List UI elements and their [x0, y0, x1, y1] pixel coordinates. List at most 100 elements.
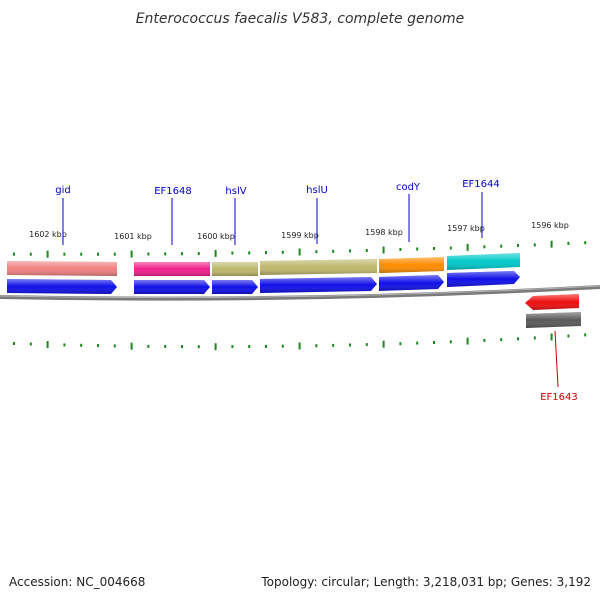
gene-label-ef1643: EF1643	[540, 392, 578, 403]
upper-scale-minor-tick	[567, 241, 570, 245]
gene-bars-forward	[7, 253, 520, 276]
lower-scale-major-tick	[214, 343, 217, 351]
lower-scale-minor-tick	[567, 334, 570, 338]
upper-tick-row	[13, 240, 587, 258]
lower-scale-minor-tick	[13, 342, 15, 345]
cds-arrows-forward	[7, 271, 520, 294]
upper-scale-minor-tick	[197, 252, 200, 256]
lower-scale-minor-tick	[248, 345, 251, 348]
gene-label-ef1648: EF1648	[154, 186, 192, 197]
cds-arrow-ef1648-shade	[134, 280, 210, 294]
lower-scale-minor-tick	[399, 342, 402, 346]
lower-scale-major-tick	[130, 342, 133, 350]
kbp-label-1599: 1599 kbp	[281, 231, 319, 240]
upper-scale-minor-tick	[248, 251, 251, 255]
lower-scale-major-tick	[46, 341, 49, 348]
genome-backbone-highlight	[0, 285, 600, 299]
upper-scale-minor-tick	[181, 252, 183, 256]
upper-scale-major-tick	[382, 246, 385, 254]
upper-scale-major-tick	[214, 249, 217, 257]
upper-scale-minor-tick	[231, 251, 234, 255]
upper-scale-minor-tick	[80, 252, 83, 256]
lower-scale-minor-tick	[80, 343, 83, 347]
cds-arrow-gid-shade	[7, 279, 117, 294]
lower-scale-minor-tick	[29, 342, 32, 346]
cds-arrow-cody-shade	[379, 275, 444, 291]
gene-bar-cody-shade	[379, 257, 444, 273]
gene-bar-ef1644-shade	[447, 253, 520, 270]
gene-label-hslu: hslU	[306, 185, 328, 196]
gene-label-hslv: hslV	[225, 186, 246, 197]
gene-bar-ef1648-shade	[134, 262, 210, 276]
lower-scale-minor-tick	[449, 340, 452, 344]
upper-scale-minor-tick	[113, 252, 116, 256]
lower-scale-minor-tick	[164, 345, 167, 348]
upper-scale-minor-tick	[584, 241, 587, 245]
lower-scale-minor-tick	[332, 343, 335, 347]
genome-summary: Topology: circular; Length: 3,218,031 bp…	[260, 575, 591, 589]
lower-scale-minor-tick	[231, 345, 234, 349]
gene-bar-gid-shade	[7, 261, 117, 276]
upper-scale-minor-tick	[315, 250, 318, 254]
upper-scale-minor-tick	[63, 252, 66, 256]
kbp-label-1600: 1600 kbp	[197, 232, 235, 241]
lower-scale-minor-tick	[265, 344, 267, 348]
lower-scale-major-tick	[298, 342, 301, 350]
upper-scale-minor-tick	[399, 248, 402, 251]
gene-bar-hslu-shade	[260, 259, 377, 275]
upper-scale-major-tick	[550, 240, 553, 248]
lower-scale-minor-tick	[63, 343, 66, 347]
gene-label-ef1644: EF1644	[462, 179, 500, 190]
reverse-strand-features: EF1643	[525, 294, 581, 403]
lower-scale-minor-tick	[97, 344, 99, 348]
lower-scale-minor-tick	[500, 338, 503, 342]
kbp-label-1597: 1597 kbp	[447, 224, 485, 233]
leader-ef1643	[554, 330, 559, 388]
gene-label-gid: gid	[55, 185, 70, 196]
lower-scale-minor-tick	[517, 337, 519, 341]
upper-scale-minor-tick	[281, 250, 284, 254]
lower-scale-minor-tick	[584, 333, 587, 337]
upper-scale-minor-tick	[265, 251, 267, 255]
cds-arrow-hslu-shade	[260, 277, 377, 293]
upper-scale-minor-tick	[449, 246, 452, 250]
lower-scale-minor-tick	[483, 338, 486, 342]
map-title: Enterococcus faecalis V583, complete gen…	[136, 11, 465, 27]
upper-scale-minor-tick	[365, 249, 368, 252]
upper-scale-minor-tick	[500, 244, 503, 248]
upper-scale-minor-tick	[517, 244, 519, 247]
lower-scale-minor-tick	[416, 341, 419, 345]
gene-bar-ef1643-shade	[526, 312, 581, 328]
upper-scale-major-tick	[130, 250, 133, 258]
kbp-label-1598: 1598 kbp	[365, 228, 403, 237]
upper-scale-minor-tick	[349, 249, 351, 253]
upper-scale-minor-tick	[13, 252, 15, 256]
lower-scale-major-tick	[550, 333, 553, 341]
upper-scale-minor-tick	[433, 247, 435, 250]
upper-scale-minor-tick	[483, 245, 486, 249]
gene-bar-hslv-shade	[212, 262, 258, 276]
lower-scale-minor-tick	[197, 345, 200, 349]
upper-scale-minor-tick	[416, 247, 419, 251]
lower-scale-minor-tick	[349, 343, 351, 347]
upper-scale-minor-tick	[97, 252, 99, 256]
upper-scale-minor-tick	[332, 249, 335, 253]
lower-scale-minor-tick	[147, 344, 150, 348]
lower-scale-major-tick	[466, 337, 469, 345]
cds-arrow-hslv-shade	[212, 280, 258, 294]
upper-scale-minor-tick	[533, 243, 536, 247]
kbp-label-1601: 1601 kbp	[114, 232, 152, 241]
cds-arrow-ef1644-shade	[447, 271, 520, 287]
gene-leaders-upper	[62, 192, 483, 245]
upper-scale-minor-tick	[147, 252, 150, 256]
gene-labels-upper: gid EF1648 hslV hslU codY EF1644	[55, 179, 500, 197]
accession-label: Accession: NC_004668	[9, 575, 145, 589]
lower-scale-minor-tick	[533, 336, 536, 340]
gene-label-cody: codY	[396, 182, 421, 193]
lower-scale-minor-tick	[181, 345, 183, 349]
lower-scale-minor-tick	[433, 341, 435, 344]
upper-scale-minor-tick	[164, 252, 167, 256]
upper-scale-major-tick	[298, 248, 301, 256]
kbp-label-1602: 1602 kbp	[29, 230, 67, 239]
